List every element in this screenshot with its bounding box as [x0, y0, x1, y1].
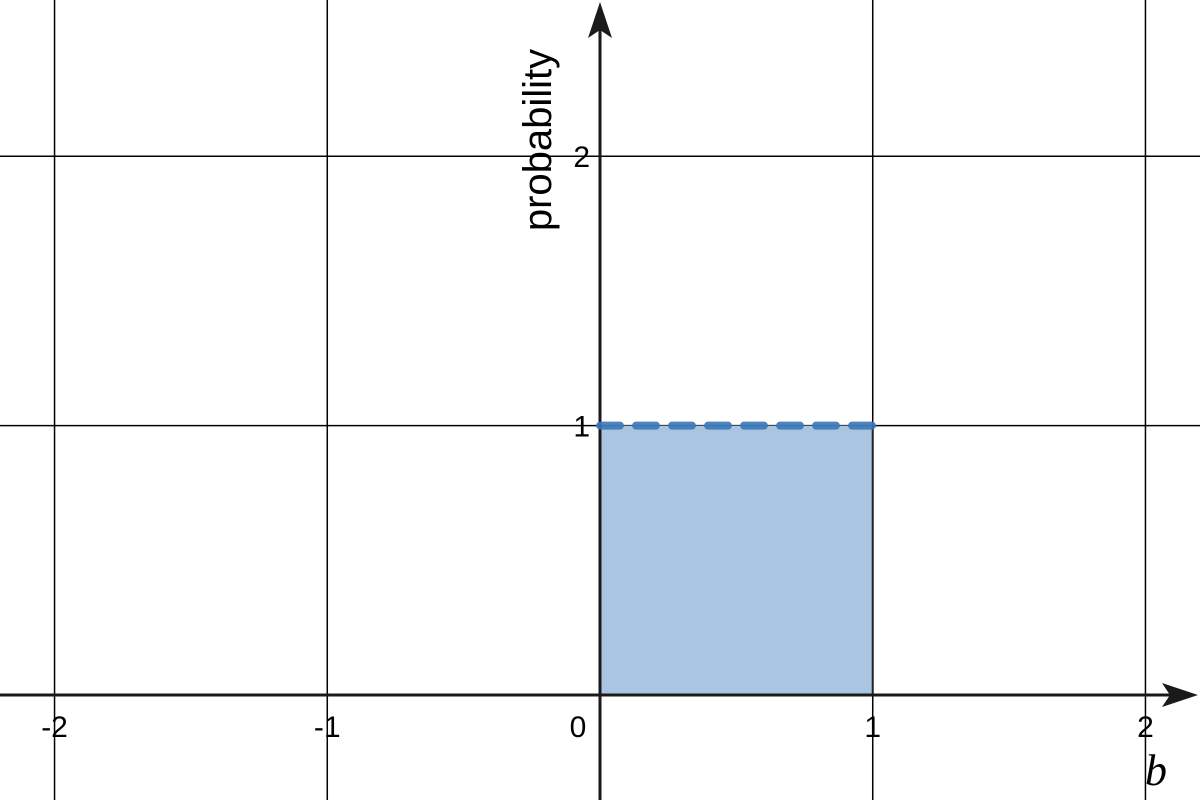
x-tick-label-neg2: -2	[41, 711, 68, 744]
x-tick-label-0: 0	[570, 711, 587, 744]
tick-labels: -2 -1 0 1 2 1 2	[41, 141, 1154, 744]
density-fill-region	[600, 425, 874, 695]
y-axis-arrowhead	[588, 2, 612, 38]
y-tick-label-2: 2	[573, 141, 590, 174]
y-axis-label: probability	[516, 49, 560, 231]
x-tick-label-1: 1	[864, 711, 881, 744]
x-tick-label-2: 2	[1137, 711, 1154, 744]
x-axis-arrowhead	[1162, 682, 1198, 707]
x-axis-label: b	[1145, 746, 1167, 795]
x-tick-label-neg1: -1	[314, 711, 341, 744]
density-fill-0	[600, 425, 873, 695]
y-tick-label-1: 1	[573, 411, 590, 444]
